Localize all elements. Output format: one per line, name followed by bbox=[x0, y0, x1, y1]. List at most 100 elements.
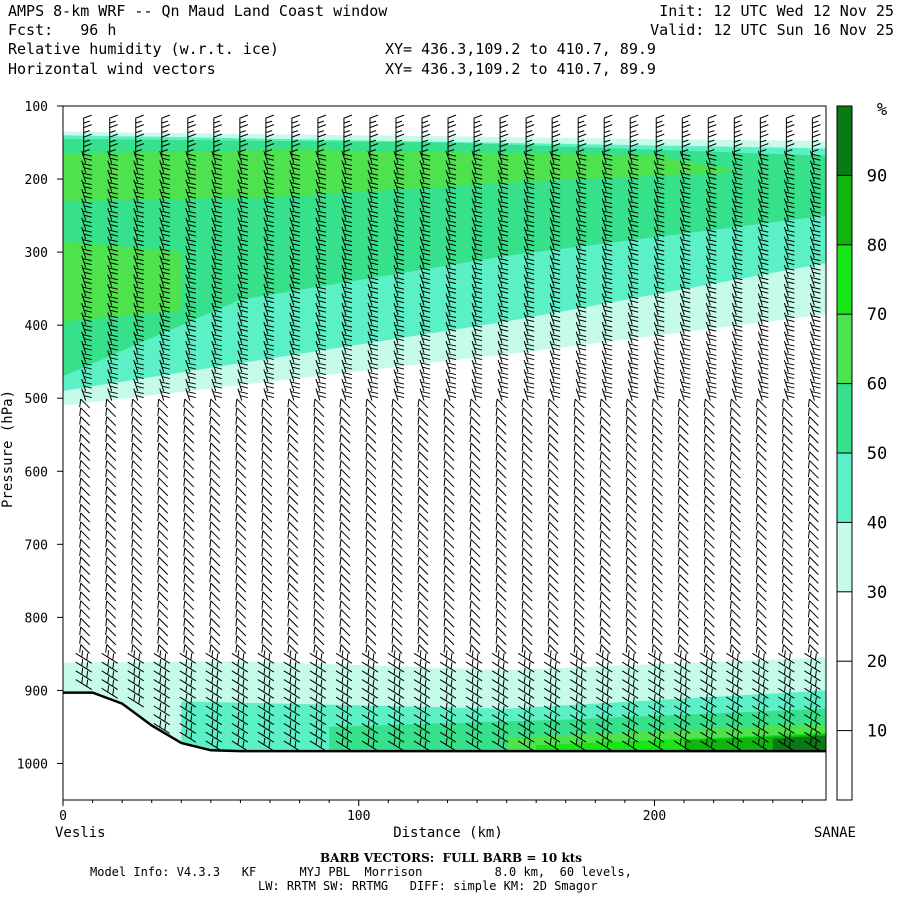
wind-barb-1832 bbox=[755, 425, 767, 435]
wind-barb-596 bbox=[287, 635, 299, 646]
wind-barb-1998 bbox=[804, 650, 821, 664]
wind-barb-385 bbox=[209, 626, 221, 637]
y-tick-label-600: 600 bbox=[25, 465, 48, 480]
wind-barb-1149 bbox=[495, 574, 507, 584]
wind-barb-464 bbox=[231, 702, 249, 717]
wind-barb-206 bbox=[159, 245, 170, 259]
wind-barb-347 bbox=[211, 283, 222, 297]
wind-barb-438 bbox=[235, 477, 247, 488]
wind-barb-732 bbox=[339, 600, 351, 611]
wind-barb-1559 bbox=[651, 486, 663, 497]
wind-barb-1177 bbox=[523, 188, 535, 202]
wind-barb-1331 bbox=[575, 321, 587, 335]
wind-barb-1975 bbox=[807, 451, 819, 462]
wind-barb-469 bbox=[265, 114, 275, 129]
wind-barb-1139 bbox=[495, 486, 507, 497]
wind-barb-955 bbox=[413, 711, 431, 726]
wind-barb-648 bbox=[313, 477, 325, 488]
wind-barb-171 bbox=[131, 521, 143, 532]
wind-barb-580 bbox=[287, 495, 299, 505]
wind-barb-1336 bbox=[575, 369, 587, 382]
wind-barb-1076 bbox=[469, 547, 481, 558]
wind-barb-974 bbox=[445, 255, 457, 268]
wind-barb-665 bbox=[313, 626, 325, 637]
wind-barb-1319 bbox=[575, 207, 587, 221]
wind-barb-1422 bbox=[599, 512, 611, 523]
wind-barb-599 bbox=[283, 658, 301, 673]
wind-barb-1062 bbox=[469, 425, 481, 435]
wind-barb-1908 bbox=[781, 477, 793, 488]
wind-barb-1666 bbox=[705, 179, 717, 192]
wind-barb-1013 bbox=[443, 609, 455, 619]
wind-barb-186 bbox=[127, 650, 145, 664]
wind-barb-1549 bbox=[651, 398, 663, 409]
wind-barb-726 bbox=[339, 547, 351, 558]
wind-barb-1328 bbox=[575, 293, 587, 306]
wind-barb-766 bbox=[367, 274, 379, 287]
wind-barb-848 bbox=[393, 388, 405, 401]
wind-barb-583 bbox=[287, 521, 299, 532]
wind-barb-895 bbox=[419, 169, 431, 183]
wind-barb-1382 bbox=[603, 143, 613, 157]
wind-barb-1421 bbox=[599, 503, 611, 514]
wind-barb-960 bbox=[447, 124, 457, 138]
wind-barb-876 bbox=[391, 635, 403, 646]
wind-barb-1907 bbox=[781, 468, 793, 479]
wind-barb-1574 bbox=[651, 617, 663, 628]
wind-barb-1905 bbox=[781, 451, 793, 462]
wind-barb-146 bbox=[133, 293, 144, 306]
wind-barb-1961 bbox=[809, 321, 821, 335]
wind-barb-734 bbox=[339, 617, 351, 628]
wind-barb-232 bbox=[157, 486, 169, 497]
wind-barb-127 bbox=[135, 114, 144, 129]
wind-barb-826 bbox=[393, 179, 405, 192]
wind-barb-1291 bbox=[547, 591, 559, 602]
wind-barb-823 bbox=[393, 150, 405, 164]
wind-barb-1406 bbox=[601, 369, 613, 382]
wind-barb-128 bbox=[135, 124, 144, 138]
wind-barb-321 bbox=[179, 667, 197, 682]
wind-barb-1661 bbox=[707, 133, 717, 148]
wind-barb-307 bbox=[183, 547, 195, 558]
wind-barb-754 bbox=[367, 160, 379, 173]
wind-barb-1426 bbox=[599, 547, 611, 558]
wind-barb-618 bbox=[315, 198, 327, 211]
wind-barb-595 bbox=[287, 626, 299, 637]
wind-barb-913 bbox=[419, 340, 431, 354]
wind-barb-1244 bbox=[549, 160, 561, 173]
wind-barb-1424 bbox=[599, 530, 611, 540]
wind-barb-1317 bbox=[575, 188, 587, 202]
wind-barb-1116 bbox=[497, 274, 509, 287]
wind-barb-1671 bbox=[705, 226, 717, 240]
wind-barb-1163 bbox=[491, 694, 509, 708]
wind-barb-279 bbox=[185, 293, 196, 306]
wind-barb-1354 bbox=[573, 530, 585, 540]
wind-barb-1617 bbox=[679, 378, 691, 392]
wind-barb-1407 bbox=[601, 378, 613, 392]
wind-barb-1518 bbox=[621, 737, 639, 752]
wind-barb-840 bbox=[393, 312, 405, 325]
wind-barb-562 bbox=[289, 331, 301, 344]
wind-barb-1861 bbox=[752, 676, 769, 691]
rh-region-11 bbox=[772, 735, 826, 752]
wind-barb-894 bbox=[419, 160, 431, 173]
wind-barb-1301 bbox=[543, 676, 561, 691]
wind-barb-526 bbox=[261, 635, 273, 646]
wind-barb-1901 bbox=[781, 416, 793, 426]
wind-barb-621 bbox=[315, 226, 327, 240]
wind-barb-1080 bbox=[469, 582, 481, 593]
wind-barb-71 bbox=[107, 188, 118, 202]
wind-barb-593 bbox=[287, 609, 299, 619]
wind-barb-1603 bbox=[679, 245, 691, 259]
wind-barb-1527 bbox=[653, 188, 665, 202]
wind-barb-1469 bbox=[627, 302, 639, 316]
wind-barb-956 bbox=[413, 720, 431, 734]
wind-barb-490 bbox=[263, 312, 274, 325]
wind-barb-1376 bbox=[569, 720, 587, 734]
wind-barb-893 bbox=[419, 150, 431, 164]
wind-barb-959 bbox=[447, 114, 457, 129]
wind-barb-1241 bbox=[551, 133, 561, 148]
wind-barb-923 bbox=[417, 433, 429, 444]
wind-barb-1514 bbox=[621, 702, 639, 717]
wind-barb-844 bbox=[393, 350, 405, 363]
